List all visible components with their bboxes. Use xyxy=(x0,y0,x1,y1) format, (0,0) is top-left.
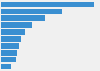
Bar xyxy=(1,29,24,35)
Bar xyxy=(1,64,11,69)
Bar xyxy=(1,15,45,21)
Bar xyxy=(1,43,19,49)
Bar xyxy=(1,9,62,14)
Bar xyxy=(1,22,32,28)
Bar xyxy=(1,57,16,62)
Bar xyxy=(1,2,94,7)
Bar xyxy=(1,50,17,56)
Bar xyxy=(1,36,21,42)
